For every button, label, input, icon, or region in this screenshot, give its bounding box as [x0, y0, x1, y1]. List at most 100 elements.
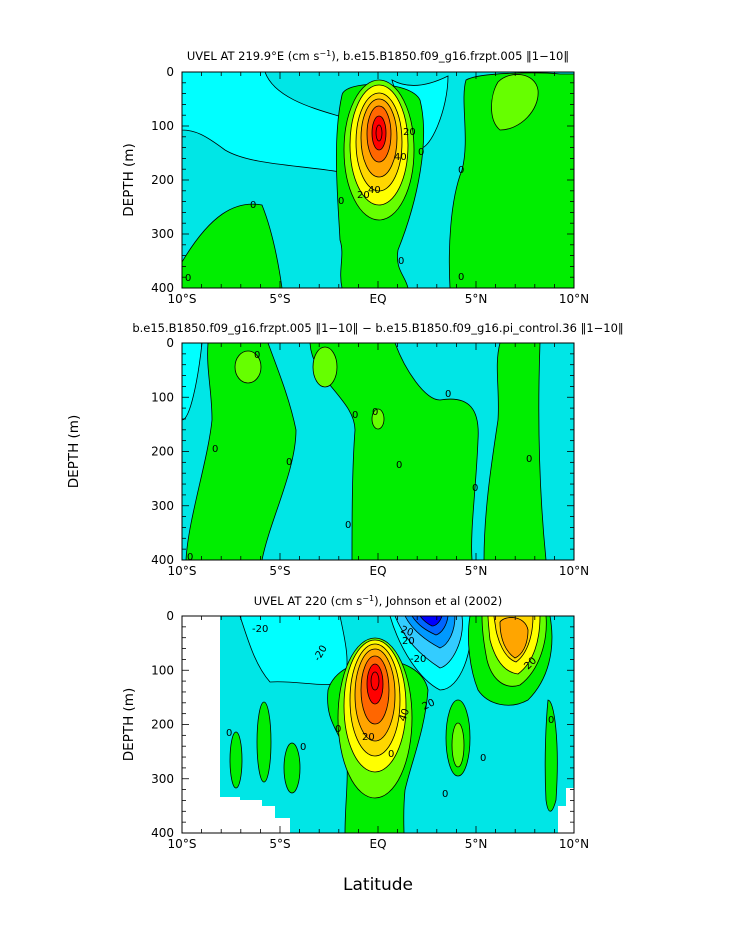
y-tick-label: 0	[166, 609, 174, 623]
y-tick-label: 0	[166, 65, 174, 79]
contour-label: 0	[418, 147, 424, 158]
contour-label: 0	[388, 749, 394, 760]
y-axis-title: DEPTH (m)	[66, 415, 82, 488]
y-axis-title: DEPTH (m)	[121, 143, 137, 216]
y-tick-label: 100	[151, 119, 174, 133]
contour-label: 20	[399, 624, 415, 639]
x-tick-label: 5°S	[269, 837, 290, 851]
y-tick-label: 300	[151, 772, 174, 786]
y-tick-label: 300	[151, 499, 174, 513]
contour-label: 0	[352, 410, 358, 421]
y-tick-label: 100	[151, 663, 174, 677]
x-tick-label: EQ	[369, 837, 386, 851]
panel-top: UVEL AT 219.9°E (cm s−1), b.e15.B1850.f0…	[181, 49, 575, 289]
x-tick-label: 10°S	[168, 292, 197, 306]
field-bottom	[220, 616, 574, 833]
y-tick-label: 0	[166, 336, 174, 350]
contour-label: 0	[442, 789, 448, 800]
contour-label: 0	[286, 457, 292, 468]
contour-label: 0	[472, 483, 478, 494]
contour-labels: 0 0 0 0 0 0 0 0 0 0 0	[187, 350, 532, 563]
contour-label: 0	[338, 196, 344, 207]
contour-label: 40	[397, 707, 412, 723]
contour-label: 0	[526, 454, 532, 465]
x-tick-label: 5°N	[465, 837, 488, 851]
contour-label: 20	[421, 697, 437, 712]
x-tick-label: EQ	[369, 564, 386, 578]
y-tick-label: 400	[151, 553, 174, 567]
field-region	[448, 72, 574, 288]
contour-label: 0	[250, 200, 256, 211]
contour-label: 0	[187, 552, 193, 563]
contour-label: 20	[357, 190, 370, 201]
contour-label: 20	[402, 636, 415, 647]
contour-label: 0	[185, 273, 191, 284]
panel-title: b.e15.B1850.f09_g16.frzpt.005 ‖1−10‖ − b…	[132, 321, 623, 335]
y-tick-label: 200	[151, 173, 174, 187]
x-tick-label: 10°N	[559, 292, 589, 306]
x-tick-label: 5°N	[465, 564, 488, 578]
field-top	[182, 72, 574, 288]
y-tick-label: 400	[151, 826, 174, 840]
contour-label: 0	[480, 753, 486, 764]
contour-label: 0	[212, 444, 218, 455]
y-tick-label: 300	[151, 227, 174, 241]
x-axis-title: Latitude	[343, 875, 413, 895]
contour-label: 20	[362, 732, 375, 743]
field-region	[229, 731, 243, 789]
contour-label: 0	[335, 724, 341, 735]
y-tick-label: 400	[151, 281, 174, 295]
field-region	[371, 408, 385, 430]
contour-label: 40	[394, 152, 407, 163]
field-region	[544, 699, 558, 812]
x-tick-label: 10°N	[559, 837, 589, 851]
contour-labels: 0 0 0 0 0 0 0 20 20 40 40	[185, 127, 464, 284]
contour-label: 40	[368, 185, 381, 196]
field-region	[375, 124, 383, 142]
panel-middle: b.e15.B1850.f09_g16.frzpt.005 ‖1−10‖ − b…	[132, 321, 623, 563]
contour-label: 0	[458, 272, 464, 283]
y-tick-label: 200	[151, 445, 174, 459]
field-region	[499, 617, 529, 659]
field-region	[234, 350, 262, 384]
contour-label: 0	[445, 389, 451, 400]
contour-label: 20	[403, 127, 416, 138]
panel-title: UVEL AT 220 (cm s−1), Johnson et al (200…	[254, 594, 502, 608]
contour-label: 0	[300, 742, 306, 753]
x-tick-label: 5°S	[269, 292, 290, 306]
contour-label: -20	[410, 654, 426, 665]
field-region	[182, 203, 283, 288]
contour-label: 0	[254, 350, 260, 361]
field-region	[451, 722, 465, 768]
contour-label: 0	[458, 165, 464, 176]
y-tick-label: 200	[151, 718, 174, 732]
x-tick-label: EQ	[369, 292, 386, 306]
x-tick-label: 5°N	[465, 292, 488, 306]
x-tick-label: 10°N	[559, 564, 589, 578]
contour-label: 0	[226, 728, 232, 739]
contour-label: 0	[345, 520, 351, 531]
y-tick-label: 100	[151, 390, 174, 404]
field-region	[312, 346, 338, 388]
field-region	[491, 74, 539, 131]
panel-bottom: UVEL AT 220 (cm s−1), Johnson et al (200…	[181, 594, 575, 834]
x-tick-label: 10°S	[168, 837, 197, 851]
y-axis-title: DEPTH (m)	[121, 688, 137, 761]
panel-title: UVEL AT 219.9°E (cm s−1), b.e15.B1850.f0…	[187, 49, 569, 63]
contour-label: 0	[372, 407, 378, 418]
field-region	[483, 343, 547, 560]
contour-label: -20	[252, 624, 268, 635]
field-region	[370, 671, 380, 691]
field-middle	[182, 343, 574, 560]
field-region	[283, 742, 301, 794]
contour-label: 0	[396, 460, 402, 471]
x-tick-label: 10°S	[168, 564, 197, 578]
field-region	[309, 343, 479, 560]
contour-label: 0	[548, 715, 554, 726]
x-tick-label: 5°S	[269, 564, 290, 578]
field-region	[256, 701, 272, 783]
contour-label: 0	[398, 256, 404, 267]
field-region	[239, 616, 348, 685]
